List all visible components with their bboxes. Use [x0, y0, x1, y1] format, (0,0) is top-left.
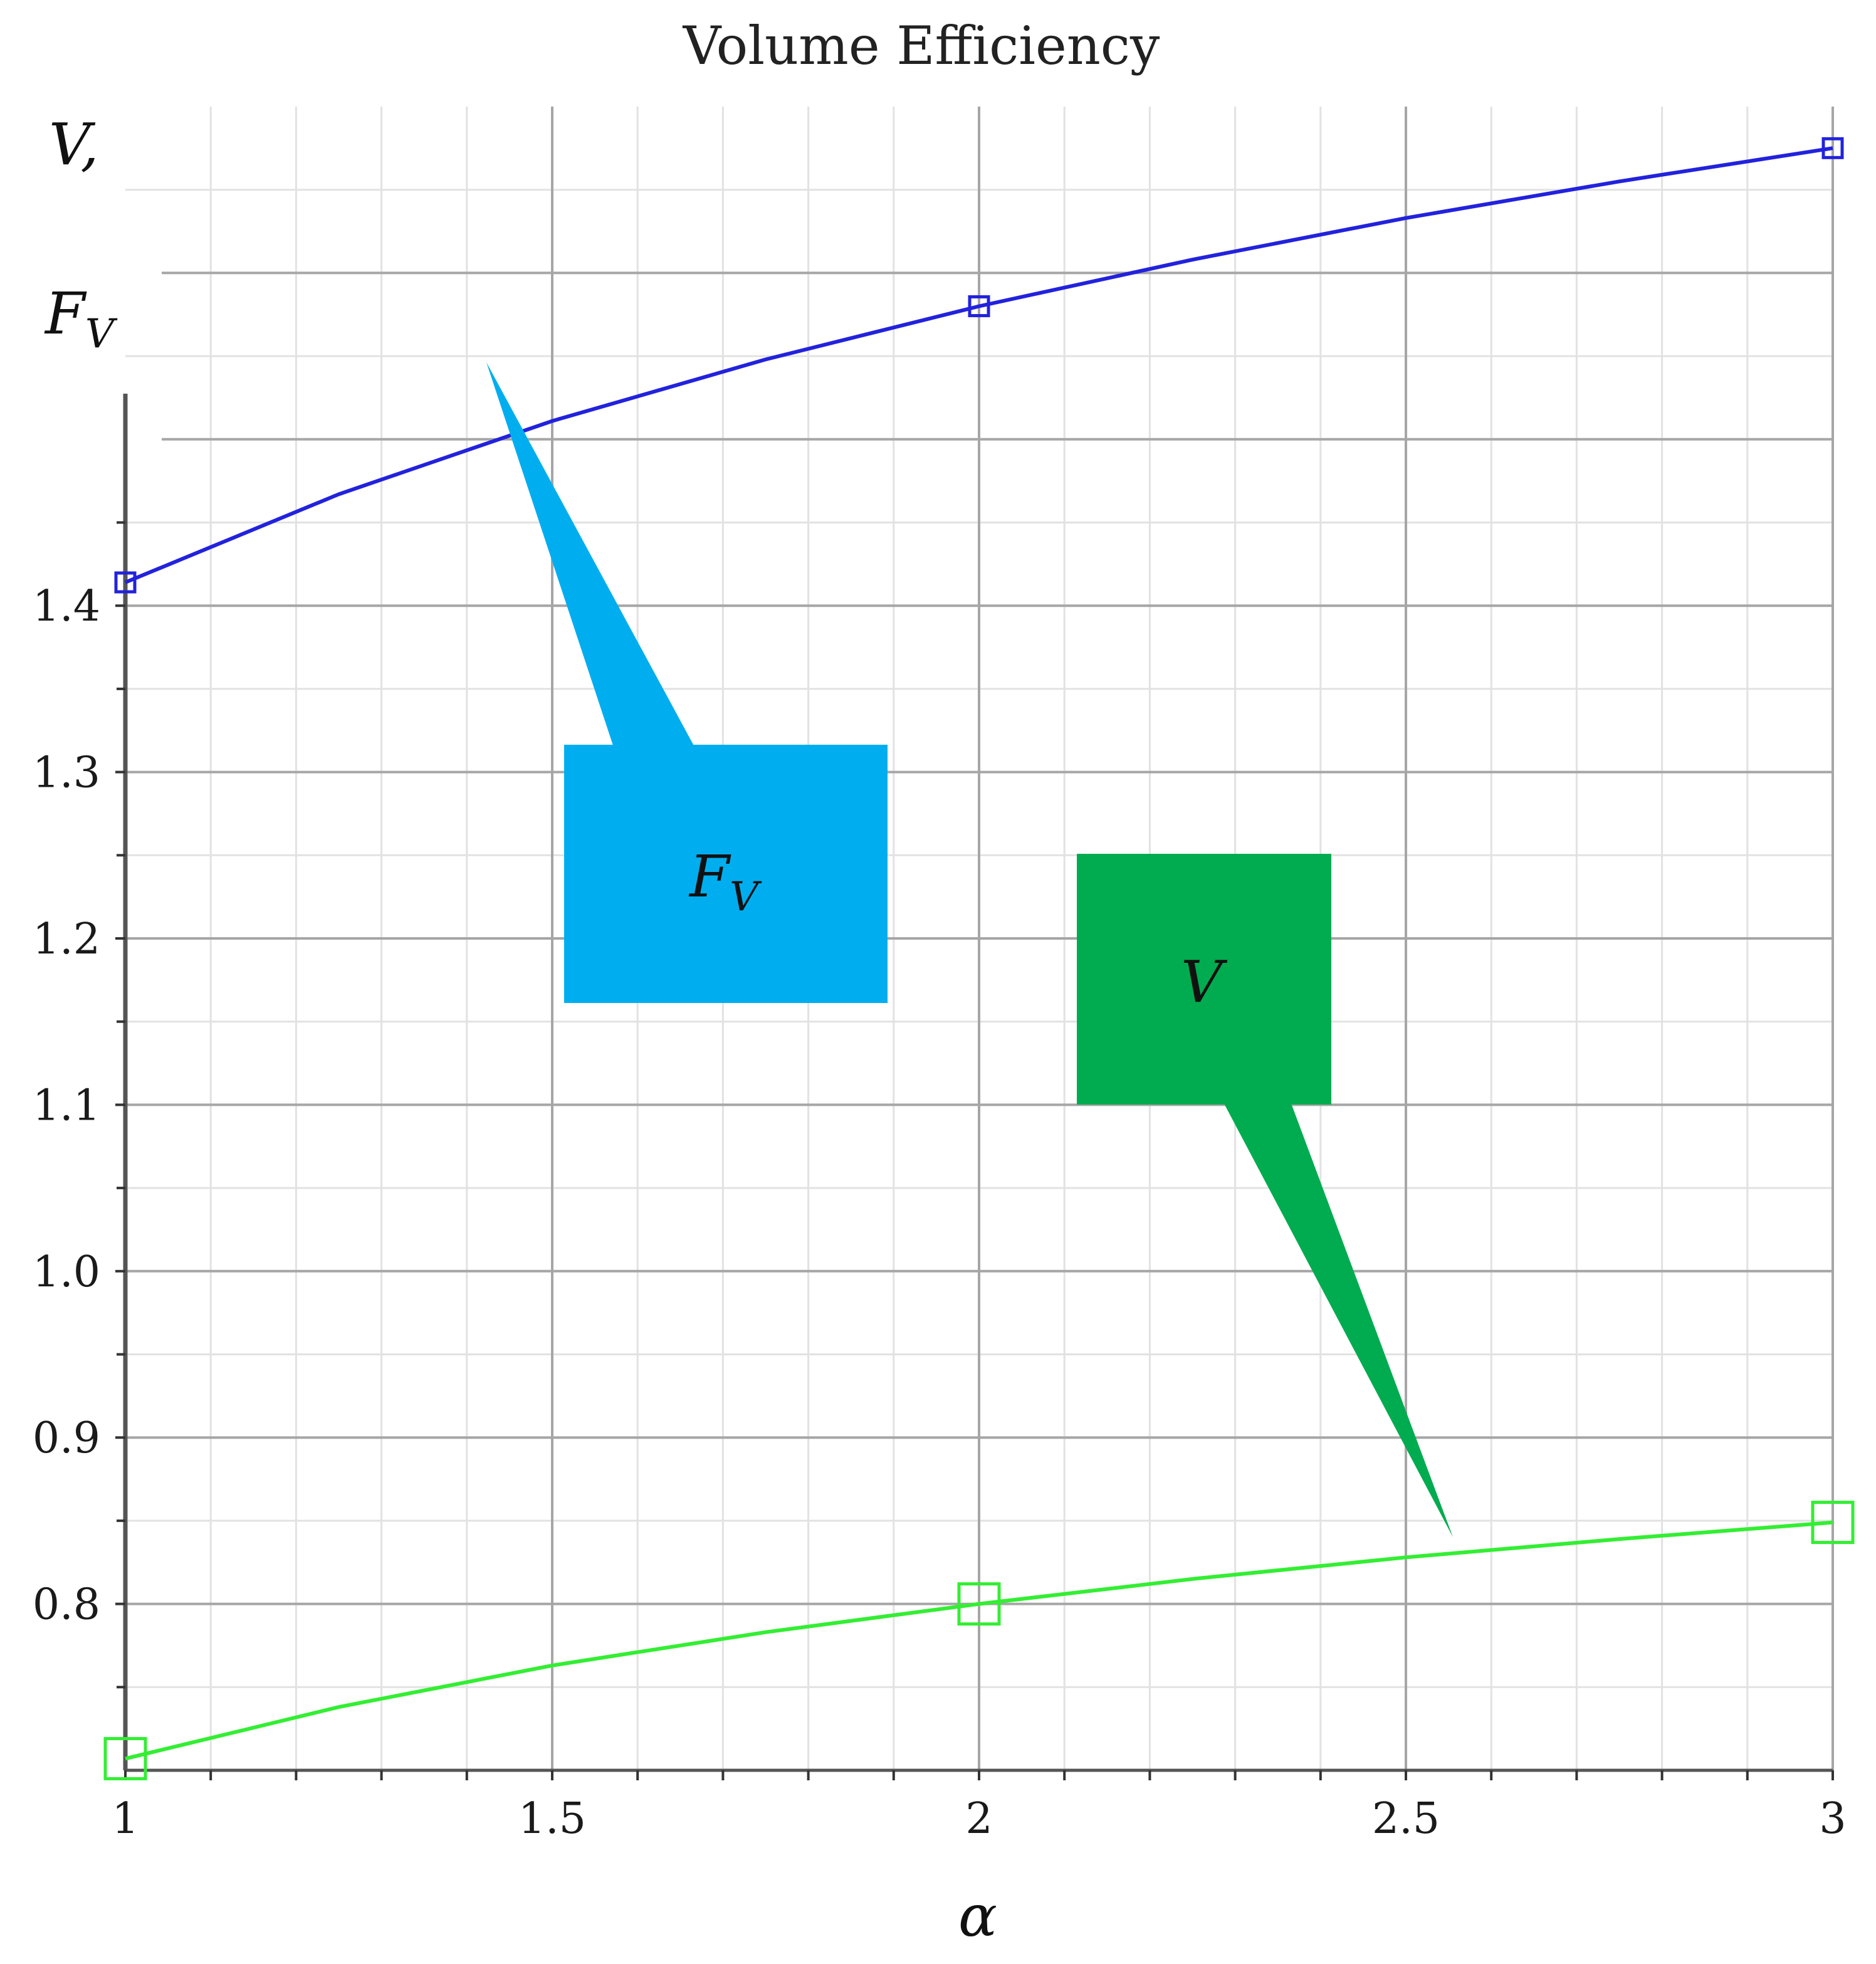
- callout-v-label: V: [1181, 948, 1228, 1016]
- y-tick-label: 1.2: [33, 915, 100, 964]
- callout-fv-label: FV: [688, 843, 762, 920]
- callout-fv-pointer: [486, 362, 696, 749]
- callouts: FVV: [486, 362, 1453, 1537]
- x-tick-label: 3: [1819, 1794, 1846, 1844]
- y-tick-label: 1.0: [33, 1247, 100, 1297]
- x-tick-label: 2: [965, 1794, 992, 1844]
- callout-v-box: [1077, 854, 1331, 1105]
- y-axis-label-subscript: V: [85, 311, 118, 357]
- callout-v-pointer: [1222, 1100, 1453, 1537]
- series-line-v: [125, 1520, 1833, 1761]
- y-tick-label: 0.9: [33, 1414, 100, 1463]
- x-axis-label: α: [958, 1883, 997, 1950]
- y-tick-label: 1.1: [33, 1081, 100, 1130]
- chart-title: Volume Efficiency: [683, 15, 1160, 76]
- series-marker-f-v: [1821, 137, 1844, 159]
- callout-fv-main: F: [688, 843, 731, 910]
- series-marker-f-v: [968, 295, 990, 317]
- x-tick-label: 1: [112, 1794, 139, 1844]
- ticks: 0.8 0.9 1.0 1.1 1.2 1.3 1.4 1 1.5 2 2.5 3: [33, 521, 1847, 1844]
- y-axis-label-line2: FV: [44, 280, 118, 357]
- series-group: [103, 137, 1855, 1780]
- y-tick-label: 1.4: [33, 582, 100, 631]
- y-tick-label: 1.3: [33, 748, 100, 798]
- y-axis-label-main: F: [44, 280, 87, 347]
- series-marker-v: [957, 1582, 1001, 1626]
- callout-fv-subscript: V: [730, 874, 762, 920]
- y-axis-label-line1: V,: [49, 111, 99, 178]
- series-line-f-v: [124, 146, 1833, 584]
- series-marker-v: [1811, 1501, 1855, 1545]
- y-tick-label: 0.8: [33, 1580, 100, 1630]
- series-marker-v: [103, 1736, 147, 1780]
- callout-fv-box: [564, 745, 888, 1003]
- series-marker-f-v: [114, 571, 137, 594]
- x-tick-label: 2.5: [1372, 1794, 1440, 1844]
- x-tick-label: 1.5: [518, 1794, 586, 1844]
